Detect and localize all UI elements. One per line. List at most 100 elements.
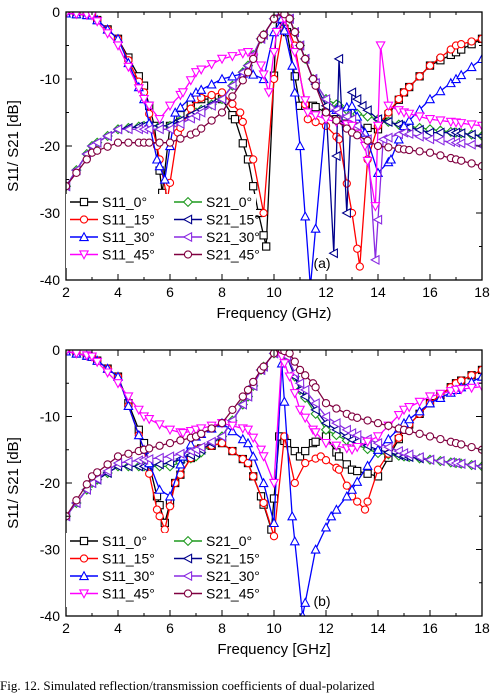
data-point <box>216 431 227 442</box>
data-point <box>177 428 189 439</box>
x-tick-label: 6 <box>166 284 174 300</box>
y-tick-label: -20 <box>40 138 60 154</box>
y-tick-label: -20 <box>40 475 60 491</box>
data-point <box>455 138 466 149</box>
data-point <box>242 425 254 436</box>
legend-marker <box>183 250 193 259</box>
data-point <box>287 510 298 521</box>
data-point <box>311 437 320 446</box>
data-point <box>197 429 206 438</box>
data-point <box>353 497 362 506</box>
data-point <box>363 469 372 478</box>
data-point <box>243 385 253 395</box>
data-point <box>414 112 425 122</box>
data-point <box>258 70 269 80</box>
data-point <box>249 377 258 387</box>
data-point <box>72 496 81 505</box>
data-point <box>86 140 97 152</box>
data-point <box>403 122 414 133</box>
legend-marker <box>79 215 89 224</box>
data-point <box>217 108 227 117</box>
data-point <box>394 433 403 442</box>
data-point <box>190 68 202 78</box>
legend-item: S11_15° <box>70 551 155 567</box>
data-point <box>424 127 435 138</box>
data-point <box>399 88 409 97</box>
x-tick-label: 2 <box>62 620 70 636</box>
data-point <box>145 444 154 453</box>
data-point <box>414 124 424 136</box>
x-tick-label: 4 <box>114 620 122 636</box>
data-point <box>357 100 367 111</box>
data-point <box>151 154 163 164</box>
data-point <box>353 244 362 253</box>
y-axis-title: S11/ S21 [dB] <box>5 100 22 191</box>
data-point <box>362 156 373 167</box>
data-point <box>331 150 341 162</box>
data-point <box>143 453 154 465</box>
y-tick-label: -30 <box>40 205 60 221</box>
data-point <box>123 124 133 135</box>
data-point <box>207 116 216 125</box>
data-point <box>285 350 294 358</box>
data-point <box>467 442 476 452</box>
legend-marker <box>182 196 194 208</box>
data-point <box>155 441 164 450</box>
data-point <box>290 27 299 37</box>
data-point <box>362 460 373 470</box>
data-point <box>372 444 384 454</box>
legend-label: S11_30° <box>102 568 155 584</box>
data-point <box>310 111 321 121</box>
legend-marker <box>78 231 90 242</box>
legend-marker <box>79 554 89 563</box>
data-point <box>160 525 169 534</box>
data-point <box>308 74 318 84</box>
data-point <box>268 517 280 528</box>
y-tick-label: -40 <box>40 272 60 288</box>
data-point <box>328 248 338 259</box>
legend-background <box>66 194 256 268</box>
data-point <box>404 403 415 413</box>
data-point <box>476 53 482 64</box>
legend-label: S21_30° <box>206 568 260 584</box>
data-point <box>249 54 258 64</box>
legend-label: S11_45° <box>102 247 155 263</box>
legend-marker <box>78 250 90 260</box>
data-point <box>321 456 331 465</box>
data-point <box>159 174 170 184</box>
legend-marker <box>182 231 193 243</box>
data-point <box>72 168 81 177</box>
data-point <box>237 433 248 444</box>
data-point <box>384 143 393 152</box>
x-tick-label: 14 <box>370 284 386 300</box>
data-point <box>414 397 425 408</box>
data-point <box>456 119 467 129</box>
data-point <box>372 214 383 225</box>
data-point <box>456 385 467 395</box>
data-point <box>248 433 259 444</box>
data-point <box>249 155 258 164</box>
data-point <box>311 81 320 90</box>
panel-label: (a) <box>313 255 330 271</box>
data-point <box>351 429 362 441</box>
data-point <box>154 459 164 470</box>
data-point <box>123 400 134 411</box>
legend-marker <box>183 589 193 598</box>
data-point <box>196 424 207 434</box>
data-point <box>370 202 381 212</box>
data-point <box>403 128 414 140</box>
data-point <box>436 151 445 160</box>
data-point <box>342 481 351 490</box>
data-point <box>341 207 351 219</box>
data-point <box>175 459 186 469</box>
data-point <box>466 459 476 471</box>
data-point <box>299 391 310 402</box>
data-point <box>405 82 414 92</box>
data-point <box>230 115 240 124</box>
data-point <box>124 138 133 147</box>
data-point <box>300 413 311 424</box>
data-point <box>216 73 228 84</box>
data-point <box>476 121 482 132</box>
data-point <box>383 101 394 112</box>
data-point <box>383 132 393 143</box>
